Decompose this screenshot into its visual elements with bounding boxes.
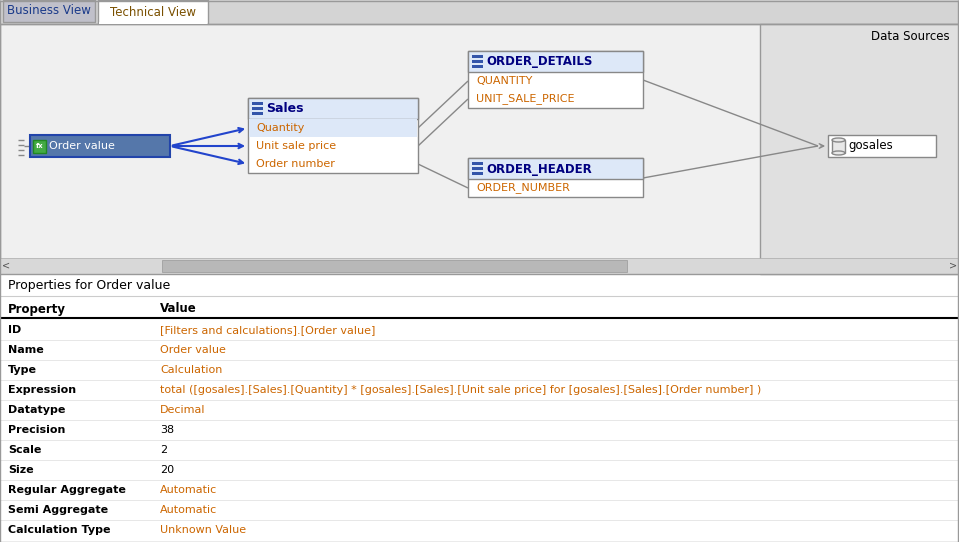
Text: 2: 2 — [160, 445, 167, 455]
Text: Data Sources: Data Sources — [872, 29, 950, 42]
Bar — [472, 172, 483, 175]
Text: Quantity: Quantity — [256, 123, 304, 133]
Ellipse shape — [832, 138, 845, 142]
Text: Size: Size — [8, 465, 34, 475]
Bar — [472, 65, 483, 68]
Bar — [468, 158, 643, 197]
Bar — [248, 98, 418, 173]
Bar — [472, 60, 483, 63]
Text: <: < — [2, 261, 10, 271]
Bar — [472, 167, 483, 170]
Bar — [468, 51, 643, 108]
Text: Calculation Type: Calculation Type — [8, 525, 110, 535]
Bar — [0, 258, 959, 274]
Text: Unknown Value: Unknown Value — [160, 525, 246, 535]
Text: [Filters and calculations].[Order value]: [Filters and calculations].[Order value] — [160, 325, 375, 335]
Text: Automatic: Automatic — [160, 485, 218, 495]
Bar — [252, 112, 263, 115]
Bar — [0, 0, 959, 24]
Bar — [30, 135, 170, 157]
Text: total ([gosales].[Sales].[Quantity] * [gosales].[Sales].[Unit sale price] for [g: total ([gosales].[Sales].[Quantity] * [g… — [160, 385, 761, 395]
Text: Semi Aggregate: Semi Aggregate — [8, 505, 108, 515]
Bar — [248, 98, 418, 119]
Text: Business View: Business View — [7, 4, 91, 17]
Bar — [472, 55, 483, 58]
Text: Unit sale price: Unit sale price — [256, 141, 336, 151]
Text: ORDER_DETAILS: ORDER_DETAILS — [486, 55, 593, 68]
Text: QUANTITY: QUANTITY — [476, 76, 532, 86]
Text: Decimal: Decimal — [160, 405, 205, 415]
Text: UNIT_SALE_PRICE: UNIT_SALE_PRICE — [476, 94, 574, 105]
Text: Automatic: Automatic — [160, 505, 218, 515]
Bar — [0, 274, 959, 542]
Bar — [252, 107, 263, 110]
Text: ORDER_NUMBER: ORDER_NUMBER — [476, 183, 570, 193]
Text: ID: ID — [8, 325, 21, 335]
Bar — [3, 0, 95, 22]
Text: Regular Aggregate: Regular Aggregate — [8, 485, 126, 495]
Bar — [828, 135, 936, 157]
Bar — [468, 51, 643, 72]
Text: Order number: Order number — [256, 159, 335, 169]
Bar — [468, 158, 643, 179]
Bar — [162, 260, 627, 272]
Bar — [98, 0, 208, 24]
Text: Order value: Order value — [49, 141, 115, 151]
Text: Order value: Order value — [160, 345, 226, 355]
Text: >: > — [949, 261, 957, 271]
Text: Calculation: Calculation — [160, 365, 222, 375]
Text: Scale: Scale — [8, 445, 41, 455]
Text: Properties for Order value: Properties for Order value — [8, 280, 171, 293]
Text: Technical View: Technical View — [110, 5, 196, 18]
Text: Property: Property — [8, 302, 66, 315]
Bar — [249, 119, 417, 137]
Text: fx: fx — [35, 143, 43, 149]
Text: Name: Name — [8, 345, 44, 355]
Text: Datatype: Datatype — [8, 405, 65, 415]
Text: Precision: Precision — [8, 425, 65, 435]
Text: Type: Type — [8, 365, 37, 375]
Bar — [252, 102, 263, 105]
Text: gosales: gosales — [848, 139, 893, 152]
Text: 20: 20 — [160, 465, 175, 475]
Bar — [33, 140, 46, 153]
Bar — [99, 22, 207, 24]
Text: Sales: Sales — [266, 102, 303, 115]
Text: ORDER_HEADER: ORDER_HEADER — [486, 163, 592, 176]
Bar — [760, 24, 959, 274]
Text: Expression: Expression — [8, 385, 76, 395]
Bar — [0, 24, 959, 274]
Text: 38: 38 — [160, 425, 175, 435]
Bar — [472, 162, 483, 165]
Bar — [832, 140, 845, 153]
Text: Value: Value — [160, 302, 197, 315]
Ellipse shape — [832, 151, 845, 155]
